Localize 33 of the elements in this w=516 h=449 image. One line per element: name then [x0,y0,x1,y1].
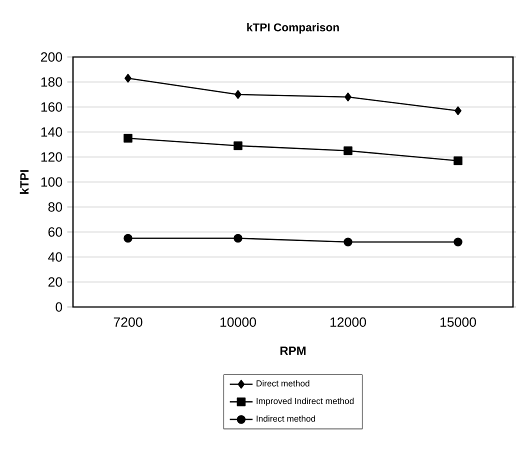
y-tick-label: 20 [48,277,62,287]
point [124,234,132,243]
y-tick-label: 40 [48,252,62,262]
x-tick-label: 12000 [330,317,366,327]
point [234,90,242,99]
y-tick-label: 100 [41,177,62,187]
point [124,134,132,143]
y-tick-label: 0 [56,302,62,312]
point [454,238,462,246]
y-tick-label: 140 [41,127,62,137]
chart-title: kTPI Comparison [247,23,339,34]
x-tick-label: 7200 [114,317,142,327]
y-tick-label: 80 [48,202,62,212]
y-tick-label: 160 [41,102,62,112]
legend-label: Indirect method [256,415,316,422]
y-tick-label: 60 [48,227,62,237]
y-axis-title: kTPI [20,170,29,194]
point [454,106,462,116]
point [344,238,352,246]
legend-label: Improved Indirect method [256,398,354,406]
x-tick-label: 10000 [220,317,256,327]
x-axis-title: RPM [280,346,306,355]
point [234,234,242,243]
point [344,146,352,156]
y-tick-label: 120 [41,152,62,162]
legend-label: Direct method [256,380,310,386]
y-tick-label: 180 [41,77,62,87]
point [234,141,242,150]
point [124,74,132,83]
point [454,156,462,166]
y-tick-label: 200 [41,52,62,62]
point [344,92,352,102]
x-tick-label: 15000 [440,317,476,327]
